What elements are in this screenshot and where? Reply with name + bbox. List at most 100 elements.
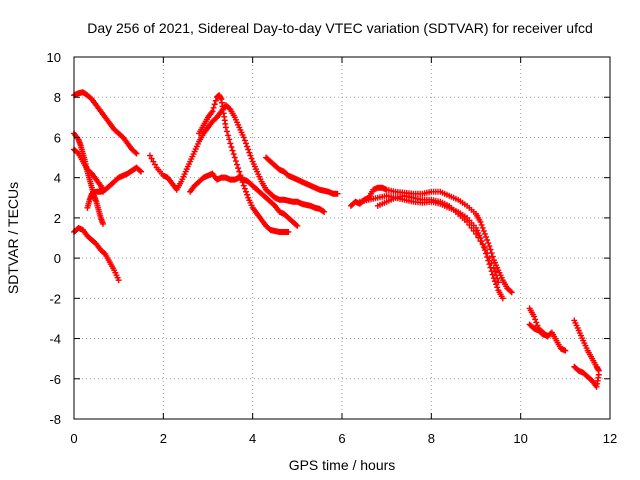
- x-tick-label: 4: [249, 431, 256, 446]
- data-point: [508, 289, 515, 296]
- data-point: [533, 319, 540, 326]
- data-series-arc-15: [571, 317, 602, 374]
- data-point: [487, 246, 494, 253]
- data-point: [238, 175, 245, 182]
- y-tick-labels: -8 -6 -4 -2 0 2 4 6 8 10: [47, 50, 61, 427]
- chart-title: Day 256 of 2021, Sidereal Day-to-day VTE…: [87, 20, 593, 36]
- data-point: [544, 332, 551, 339]
- data-series-arc-9: [263, 154, 341, 197]
- data-point: [132, 149, 139, 156]
- y-tick-label: 6: [54, 130, 61, 145]
- data-point: [484, 237, 491, 244]
- data-point: [479, 224, 486, 231]
- x-tick-labels: 0 2 4 6 8 10 12: [70, 431, 617, 446]
- y-tick-label: 4: [54, 171, 61, 186]
- grid: [74, 57, 610, 419]
- data-point: [479, 241, 486, 248]
- data-point: [148, 155, 155, 162]
- data-point: [234, 161, 241, 168]
- data-point: [74, 149, 81, 156]
- data-point: [236, 168, 243, 175]
- data-point: [480, 227, 487, 234]
- data-point: [212, 97, 219, 104]
- data-point: [477, 238, 484, 245]
- data-point: [247, 152, 254, 159]
- x-tick-label: 12: [603, 431, 617, 446]
- data-point: [240, 134, 247, 141]
- data-point: [484, 250, 491, 257]
- data-series-arc-16: [571, 363, 602, 390]
- y-tick-label: -2: [49, 291, 61, 306]
- data-point: [136, 167, 143, 174]
- data-point: [473, 230, 479, 237]
- data-point: [493, 272, 500, 279]
- data-point: [477, 218, 484, 225]
- data-point: [489, 253, 496, 260]
- data-point: [246, 149, 253, 156]
- data-point: [228, 143, 235, 150]
- data-point: [225, 132, 232, 139]
- data-point: [240, 182, 247, 189]
- data-series-arc-4: [71, 224, 122, 284]
- data-series-arc-8: [196, 92, 292, 235]
- data-series-arc-7: [187, 170, 301, 229]
- data-point: [468, 224, 475, 231]
- data-point: [488, 260, 495, 267]
- data-point: [321, 208, 328, 215]
- data-point: [532, 316, 539, 323]
- data-point: [481, 230, 488, 237]
- data-point: [562, 347, 569, 354]
- data-point: [245, 146, 252, 153]
- data-point: [285, 228, 292, 235]
- data-point: [507, 288, 514, 295]
- y-tick-label: 2: [54, 211, 61, 226]
- x-tick-label: 2: [160, 431, 167, 446]
- data-point: [499, 295, 506, 302]
- data-point: [485, 240, 492, 247]
- data-point: [151, 161, 158, 168]
- data-point: [495, 279, 502, 286]
- data-series-arc-14: [526, 321, 551, 339]
- x-tick-label: 6: [338, 431, 345, 446]
- data-point: [146, 152, 153, 159]
- data-point: [494, 284, 501, 291]
- data-point: [223, 128, 230, 135]
- x-tick-label: 8: [428, 431, 435, 446]
- data-point: [222, 124, 229, 131]
- data-point: [226, 136, 233, 143]
- data-point: [241, 185, 248, 192]
- y-tick-label: 0: [54, 251, 61, 266]
- y-tick-label: 10: [47, 50, 61, 65]
- data-point: [464, 218, 471, 225]
- data-point: [239, 179, 246, 186]
- x-tick-label: 0: [70, 431, 77, 446]
- data-point: [483, 233, 490, 240]
- data-point: [470, 227, 477, 234]
- data-point: [244, 143, 251, 150]
- data-point: [101, 250, 108, 257]
- data-point: [293, 221, 300, 228]
- data-point: [490, 265, 497, 272]
- data-point: [486, 255, 493, 262]
- data-point: [494, 275, 501, 282]
- data-point: [133, 150, 140, 157]
- data-point: [211, 101, 218, 108]
- data-series-arc-12: [374, 192, 502, 286]
- data-point: [242, 188, 249, 195]
- data-series-arc-10: [347, 184, 515, 296]
- data-point: [241, 137, 248, 144]
- data-point: [294, 222, 301, 229]
- data-point: [486, 243, 493, 250]
- data-point: [138, 168, 144, 175]
- data-point: [237, 172, 244, 179]
- data-point: [226, 105, 233, 112]
- data-point: [230, 151, 237, 158]
- data-point: [248, 155, 255, 162]
- data-point: [242, 140, 249, 147]
- y-axis-label: SDTVAR / TECUs: [5, 182, 21, 294]
- data-point: [320, 208, 327, 215]
- data-point: [491, 268, 498, 275]
- data-point: [235, 165, 242, 172]
- data-series-arc-1: [71, 89, 140, 157]
